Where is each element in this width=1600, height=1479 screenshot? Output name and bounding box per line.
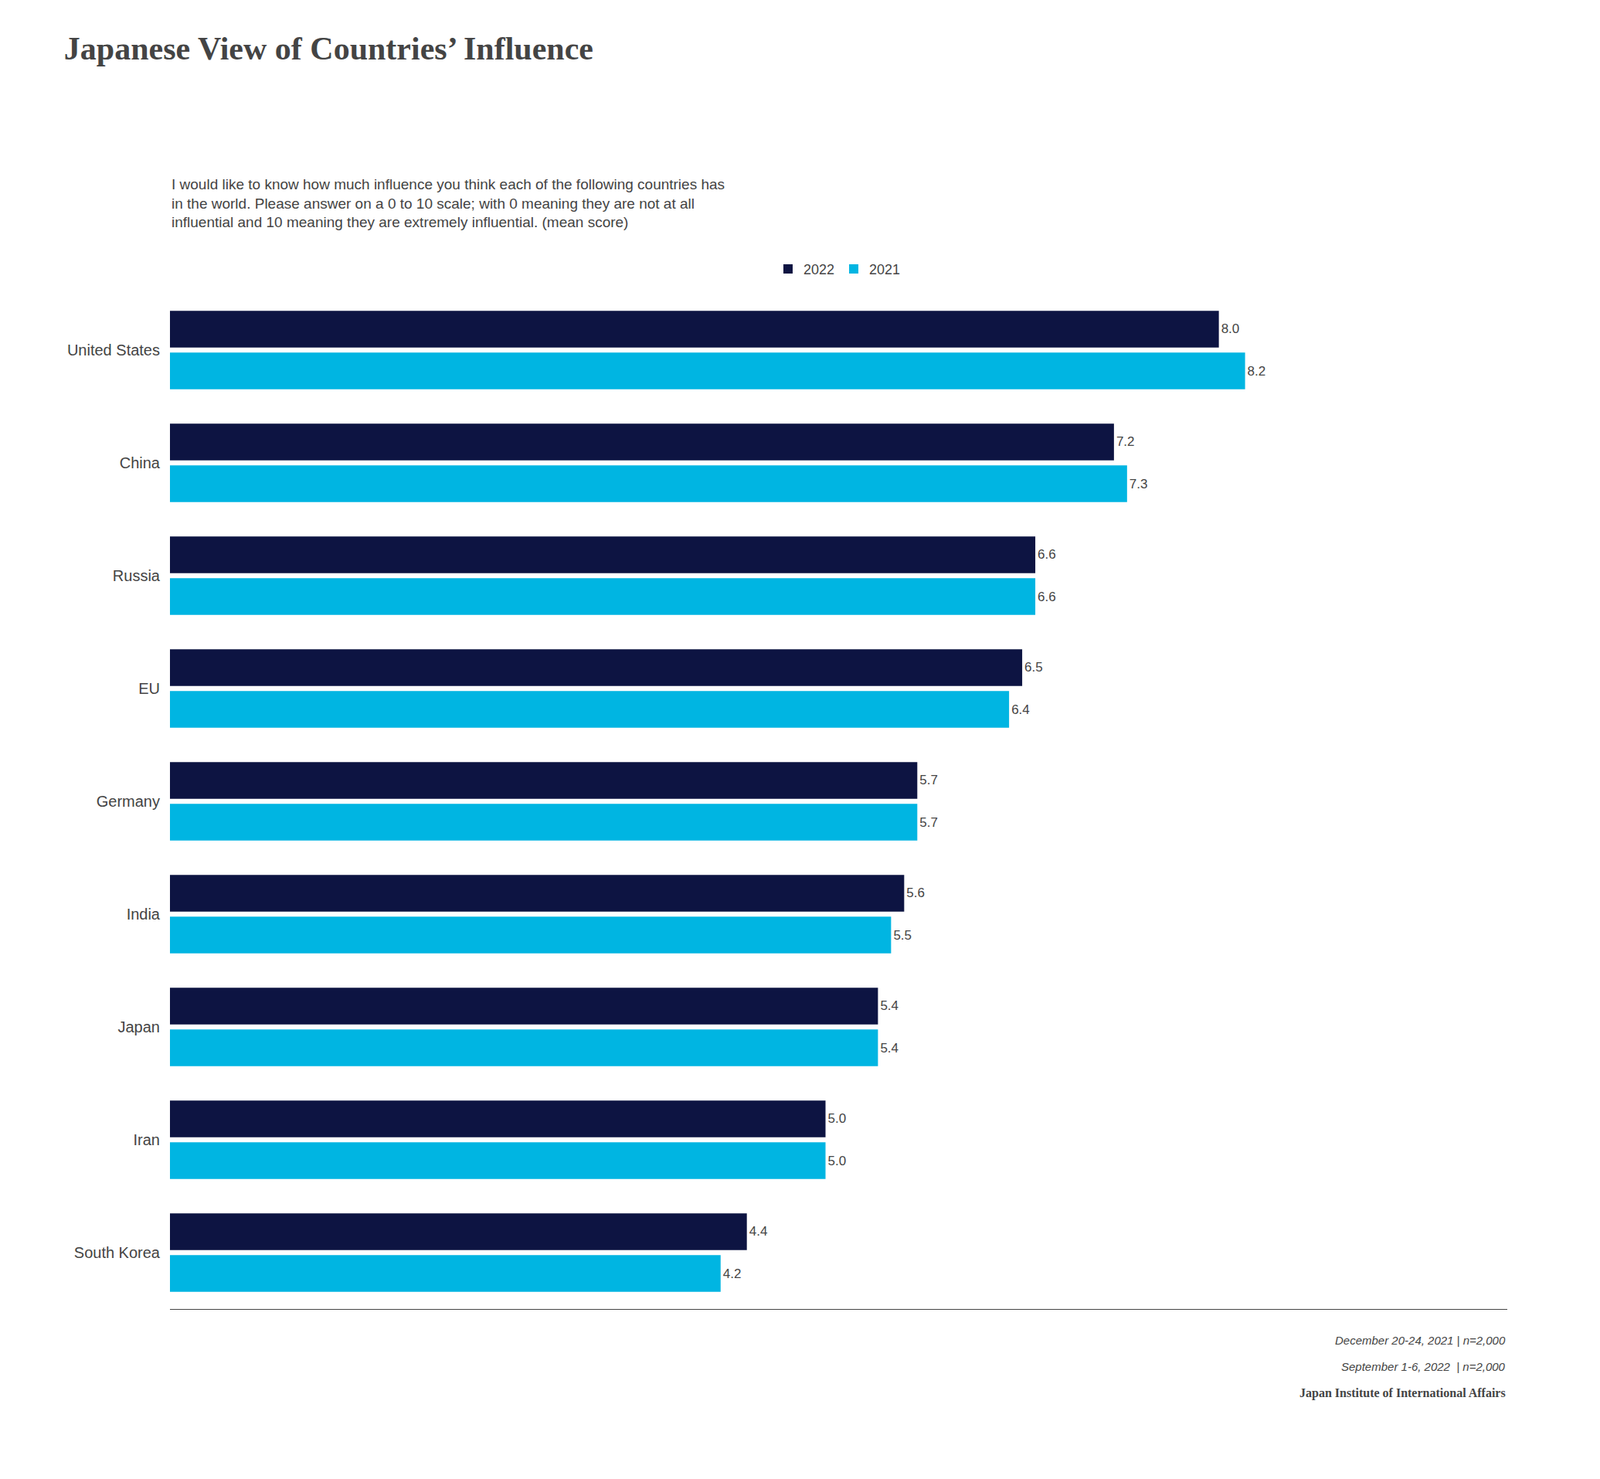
- svg-text:Iran: Iran: [133, 1131, 160, 1149]
- svg-text:Russia: Russia: [112, 567, 161, 585]
- svg-text:Japan Institute of Internation: Japan Institute of International Affairs: [1299, 1385, 1506, 1400]
- svg-text:5.0: 5.0: [828, 1110, 847, 1126]
- svg-text:EU: EU: [138, 679, 160, 697]
- svg-text:5.5: 5.5: [893, 927, 912, 943]
- svg-text:December 20-24, 2021 | n=2,000: December 20-24, 2021 | n=2,000: [1335, 1333, 1506, 1347]
- svg-text:4.2: 4.2: [723, 1266, 742, 1281]
- svg-text:Japanese View of Countries’ In: Japanese View of Countries’ Influence: [64, 30, 594, 67]
- svg-text:India: India: [126, 905, 161, 923]
- svg-text:2022: 2022: [803, 261, 835, 278]
- svg-text:South Korea: South Korea: [74, 1243, 161, 1261]
- svg-text:I would like to know how much: I would like to know how much influence …: [171, 176, 725, 231]
- svg-text:8.2: 8.2: [1247, 363, 1267, 379]
- svg-text:6.4: 6.4: [1011, 702, 1030, 717]
- svg-text:China: China: [119, 454, 161, 472]
- svg-text:Japan: Japan: [118, 1018, 161, 1036]
- svg-text:2021: 2021: [869, 261, 901, 278]
- svg-text:5.0: 5.0: [828, 1153, 847, 1169]
- svg-text:8.0: 8.0: [1221, 321, 1240, 337]
- svg-text:September 1-6, 2022 | n=2,000: September 1-6, 2022 | n=2,000: [1341, 1359, 1506, 1373]
- svg-text:5.6: 5.6: [906, 885, 925, 901]
- svg-text:6.6: 6.6: [1037, 546, 1057, 562]
- svg-text:6.5: 6.5: [1024, 659, 1043, 675]
- svg-text:5.7: 5.7: [919, 815, 938, 830]
- svg-text:5.4: 5.4: [879, 998, 899, 1013]
- svg-text:United States: United States: [67, 341, 160, 359]
- svg-text:7.3: 7.3: [1129, 476, 1149, 492]
- svg-text:7.2: 7.2: [1116, 434, 1135, 449]
- svg-text:4.4: 4.4: [749, 1223, 768, 1239]
- svg-text:5.4: 5.4: [879, 1040, 899, 1056]
- svg-text:Germany: Germany: [96, 792, 160, 810]
- svg-text:5.7: 5.7: [919, 772, 938, 788]
- svg-text:6.6: 6.6: [1037, 589, 1057, 605]
